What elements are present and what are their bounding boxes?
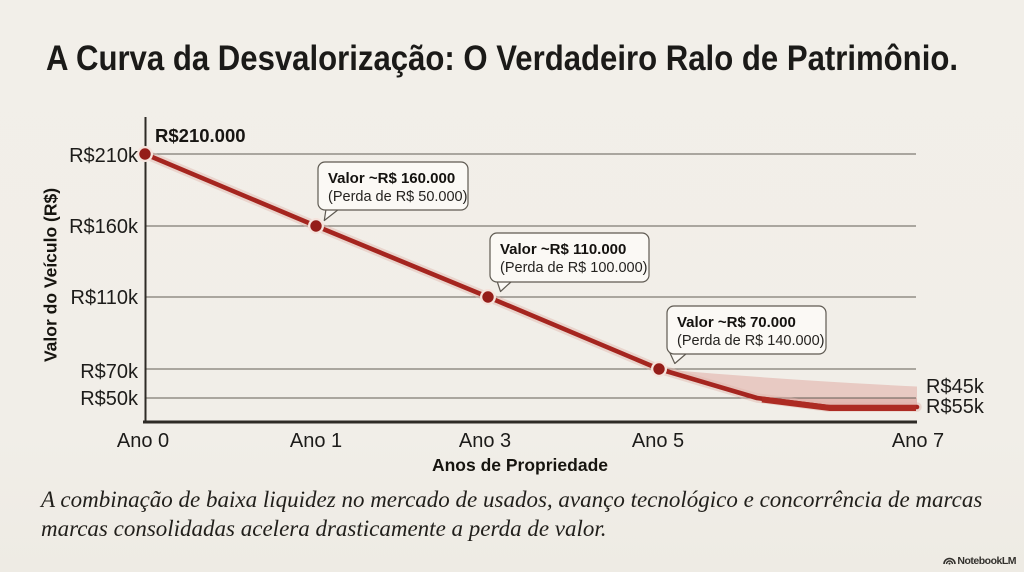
svg-text:R$70k: R$70k bbox=[80, 361, 139, 383]
svg-text:R$160k: R$160k bbox=[69, 216, 139, 238]
svg-text:(Perda de R$ 100.000): (Perda de R$ 100.000) bbox=[500, 260, 648, 276]
svg-text:(Perda de R$ 140.000): (Perda de R$ 140.000) bbox=[677, 333, 825, 349]
svg-text:R$45k: R$45k bbox=[926, 376, 985, 398]
svg-text:Ano 7: Ano 7 bbox=[892, 430, 944, 452]
svg-text:Ano 3: Ano 3 bbox=[459, 430, 511, 452]
svg-text:Anos de Propriedade: Anos de Propriedade bbox=[432, 455, 608, 475]
svg-text:R$110k: R$110k bbox=[71, 287, 139, 309]
svg-text:marcas consolidadas acelera dr: marcas consolidadas acelera drasticament… bbox=[41, 516, 607, 541]
svg-text:R$210k: R$210k bbox=[69, 145, 139, 167]
svg-text:Valor ~R$ 70.000: Valor ~R$ 70.000 bbox=[677, 314, 796, 331]
svg-text:Valor ~R$ 160.000: Valor ~R$ 160.000 bbox=[328, 170, 455, 187]
svg-text:Valor do Veículo (R$): Valor do Veículo (R$) bbox=[41, 188, 61, 362]
svg-text:Ano 5: Ano 5 bbox=[632, 430, 684, 452]
svg-text:R$210.000: R$210.000 bbox=[155, 125, 246, 146]
svg-text:R$50k: R$50k bbox=[80, 388, 139, 410]
svg-text:A Curva da Desvalorização: O V: A Curva da Desvalorização: O Verdadeiro … bbox=[46, 39, 958, 78]
svg-text:Ano 1: Ano 1 bbox=[290, 430, 342, 452]
svg-text:Valor ~R$ 110.000: Valor ~R$ 110.000 bbox=[500, 241, 626, 258]
svg-text:R$55k: R$55k bbox=[926, 396, 985, 418]
svg-text:Ano 0: Ano 0 bbox=[117, 430, 169, 452]
svg-text:NotebookLM: NotebookLM bbox=[957, 555, 1016, 567]
svg-text:(Perda de R$ 50.000): (Perda de R$ 50.000) bbox=[328, 189, 467, 205]
svg-text:A combinação de baixa liquidez: A combinação de baixa liquidez no mercad… bbox=[39, 487, 982, 512]
